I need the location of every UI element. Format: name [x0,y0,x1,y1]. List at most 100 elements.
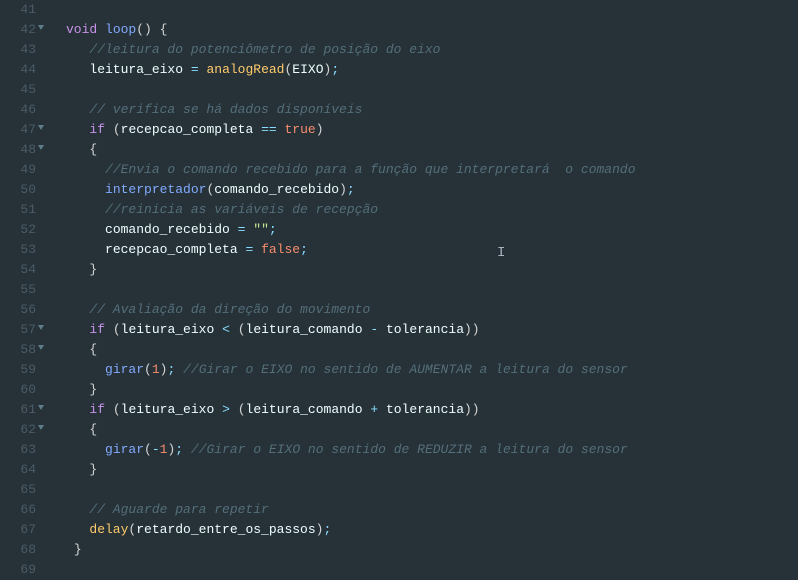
line-number: 55 [0,280,36,300]
code-line[interactable]: girar(1); //Girar o EIXO no sentido de A… [66,360,636,380]
token-kw: if [89,322,105,337]
token-brace: } [89,262,97,277]
token-punc: ; [331,62,339,77]
code-line[interactable]: // verifica se há dados disponíveis [66,100,636,120]
line-number: 44 [0,60,36,80]
code-line[interactable]: // Avaliação da direção do movimento [66,300,636,320]
token-ident: tolerancia [386,402,464,417]
code-line[interactable]: } [66,260,636,280]
token-cmt: //Envia o comando recebido para a função… [105,162,636,177]
code-line[interactable]: comando_recebido = ""; [66,220,636,240]
token-op: == [261,122,277,137]
token-brace: { [89,422,97,437]
token-ident: EIXO [292,62,323,77]
token-num: 1 [152,362,160,377]
code-line[interactable]: if (leitura_eixo > (leitura_comando + to… [66,400,636,420]
fold-marker-icon[interactable] [38,25,44,30]
token-paren: ( [144,362,152,377]
token-bool: true [285,122,316,137]
code-line[interactable] [66,80,636,100]
code-line[interactable]: if (recepcao_completa == true) [66,120,636,140]
token-punc: ; [323,522,331,537]
line-number: 61 [0,400,36,420]
code-line[interactable]: void loop() { [66,20,636,40]
fold-marker-icon[interactable] [38,145,44,150]
line-number: 53 [0,240,36,260]
code-line[interactable]: } [66,380,636,400]
token-paren: )) [464,322,480,337]
code-line[interactable]: recepcao_completa = false; [66,240,636,260]
token-str: "" [253,222,269,237]
code-area[interactable]: void loop() { //leitura do potenciômetro… [48,0,636,580]
code-editor[interactable]: 4142434445464748495051525354555657585960… [0,0,798,580]
token-punc: ; [300,242,308,257]
code-line[interactable]: } [66,540,636,560]
token-op: = [245,242,253,257]
code-line[interactable]: if (leitura_eixo < (leitura_comando - to… [66,320,636,340]
token-ident: tolerancia [386,322,464,337]
token-call: interpretador [105,182,206,197]
text-cursor: I [497,243,498,259]
token-ident: leitura_comando [246,322,363,337]
token-cmt: //Girar o EIXO no sentido de REDUZIR a l… [191,442,628,457]
code-line[interactable] [66,0,636,20]
token-paren: ( [113,322,121,337]
token-cmt: // Aguarde para repetir [89,502,268,517]
fold-marker-icon[interactable] [38,125,44,130]
token-cmt: //Girar o EIXO no sentido de AUMENTAR a … [183,362,628,377]
code-line[interactable]: interpretador(comando_recebido); [66,180,636,200]
line-number: 63 [0,440,36,460]
token-ident: comando_recebido [105,222,230,237]
token-ident: recepcao_completa [121,122,254,137]
token-paren: )) [464,402,480,417]
line-number: 57 [0,320,36,340]
line-number: 52 [0,220,36,240]
code-line[interactable]: girar(-1); //Girar o EIXO no sentido de … [66,440,636,460]
line-number: 43 [0,40,36,60]
code-line[interactable] [66,560,636,580]
code-line[interactable] [66,480,636,500]
token-brace: { [160,22,168,37]
code-line[interactable]: { [66,140,636,160]
code-line[interactable]: delay(retardo_entre_os_passos); [66,520,636,540]
token-op: = [191,62,199,77]
token-paren: ( [238,322,246,337]
code-line[interactable]: //leitura do potenciômetro de posição do… [66,40,636,60]
code-line[interactable]: { [66,420,636,440]
code-line[interactable]: //Envia o comando recebido para a função… [66,160,636,180]
fold-marker-icon[interactable] [38,345,44,350]
fold-marker-icon[interactable] [38,325,44,330]
token-op: = [238,222,246,237]
token-punc: ; [347,182,355,197]
token-cmt: //leitura do potenciômetro de posição do… [89,42,440,57]
token-brace: { [89,142,97,157]
line-number: 45 [0,80,36,100]
token-paren: ( [144,442,152,457]
line-number: 42 [0,20,36,40]
token-op: - [370,322,378,337]
token-ident: leitura_eixo [121,402,215,417]
token-bool: false [261,242,300,257]
token-op: + [370,402,378,417]
code-line[interactable]: { [66,340,636,360]
token-kw: if [89,122,105,137]
token-cmt: // Avaliação da direção do movimento [89,302,370,317]
token-kw: if [89,402,105,417]
line-number: 51 [0,200,36,220]
code-line[interactable]: leitura_eixo = analogRead(EIXO); [66,60,636,80]
token-ident: leitura_comando [246,402,363,417]
line-number: 50 [0,180,36,200]
code-line[interactable]: // Aguarde para repetir [66,500,636,520]
fold-marker-icon[interactable] [38,425,44,430]
token-call: girar [105,362,144,377]
token-paren: ( [113,122,121,137]
token-brace: } [89,382,97,397]
line-number-gutter: 4142434445464748495051525354555657585960… [0,0,48,580]
line-number: 65 [0,480,36,500]
token-type: void [66,22,97,37]
token-punc: ; [167,362,175,377]
code-line[interactable] [66,280,636,300]
fold-marker-icon[interactable] [38,405,44,410]
code-line[interactable]: } [66,460,636,480]
code-line[interactable]: //reinicia as variáveis de recepção [66,200,636,220]
